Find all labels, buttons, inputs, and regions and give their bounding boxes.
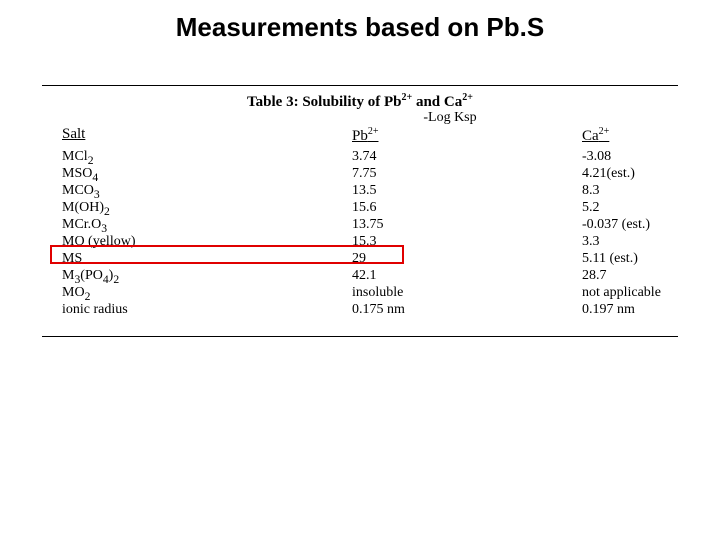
solubility-table: Table 3: Solubility of Pb2+ and Ca2+ -Lo… xyxy=(42,85,678,337)
table-row: MSO47.754.21(est.) xyxy=(42,165,678,182)
table-row: MO2insolublenot applicable xyxy=(42,284,678,301)
cell-salt: MS xyxy=(62,250,82,267)
column-headers: Salt Pb2+ Ca2+ xyxy=(42,126,678,146)
table-row: MCr.O313.75-0.037 (est.) xyxy=(42,216,678,233)
cell-salt: MO (yellow) xyxy=(62,233,136,250)
table-caption: Table 3: Solubility of Pb2+ and Ca2+ xyxy=(42,86,678,111)
col-pb-sup: 2+ xyxy=(368,126,379,137)
table-row: M3(PO4)242.128.7 xyxy=(42,267,678,284)
cell-pb: 29 xyxy=(352,250,366,267)
cell-ca: not applicable xyxy=(582,284,661,301)
cell-ca: 4.21(est.) xyxy=(582,165,635,182)
cell-ca: 0.197 nm xyxy=(582,301,635,318)
table-rows: MCl23.74-3.08MSO47.754.21(est.)MCO313.58… xyxy=(42,148,678,318)
cell-pb: 0.175 nm xyxy=(352,301,405,318)
slide: Measurements based on Pb.S Table 3: Solu… xyxy=(0,0,720,540)
table-row: M(OH)215.65.2 xyxy=(42,199,678,216)
cell-ca: -3.08 xyxy=(582,148,611,165)
cell-pb: 13.75 xyxy=(352,216,384,233)
cell-pb: 15.6 xyxy=(352,199,377,216)
table-row: MO (yellow) 15.3 3.3 xyxy=(42,233,678,250)
col-salt: Salt xyxy=(62,126,85,143)
col-ca: Ca2+ xyxy=(582,126,609,145)
col-ca-sup: 2+ xyxy=(599,126,610,137)
cell-pb: 15.3 xyxy=(352,233,377,250)
cell-ca: 3.3 xyxy=(582,233,600,250)
cell-pb: 13.5 xyxy=(352,182,377,199)
cell-ca: -0.037 (est.) xyxy=(582,216,650,233)
caption-text-2: and Ca xyxy=(412,94,462,110)
table-row: MS 29 5.11 (est.) xyxy=(42,250,678,267)
col-pb: Pb2+ xyxy=(352,126,378,145)
col-pb-sym: Pb xyxy=(352,128,368,144)
caption-ca-sup: 2+ xyxy=(462,92,473,103)
cell-ca: 5.11 (est.) xyxy=(582,250,638,267)
cell-ca: 8.3 xyxy=(582,182,600,199)
table-row: MCO313.58.3 xyxy=(42,182,678,199)
cell-pb: 7.75 xyxy=(352,165,377,182)
cell-ca: 5.2 xyxy=(582,199,600,216)
table-row: MCl23.74-3.08 xyxy=(42,148,678,165)
table-row: ionic radius 0.175 nm 0.197 nm xyxy=(42,301,678,318)
cell-pb: 3.74 xyxy=(352,148,377,165)
cell-salt: ionic radius xyxy=(62,301,128,318)
cell-ca: 28.7 xyxy=(582,267,607,284)
caption-pb-sup: 2+ xyxy=(402,92,413,103)
slide-title: Measurements based on Pb.S xyxy=(0,12,720,43)
caption-text-1: Table 3: Solubility of Pb xyxy=(247,94,401,110)
cell-pb: insoluble xyxy=(352,284,403,301)
col-ca-sym: Ca xyxy=(582,128,599,144)
table-subcaption: -Log Ksp xyxy=(42,110,678,126)
cell-pb: 42.1 xyxy=(352,267,377,284)
